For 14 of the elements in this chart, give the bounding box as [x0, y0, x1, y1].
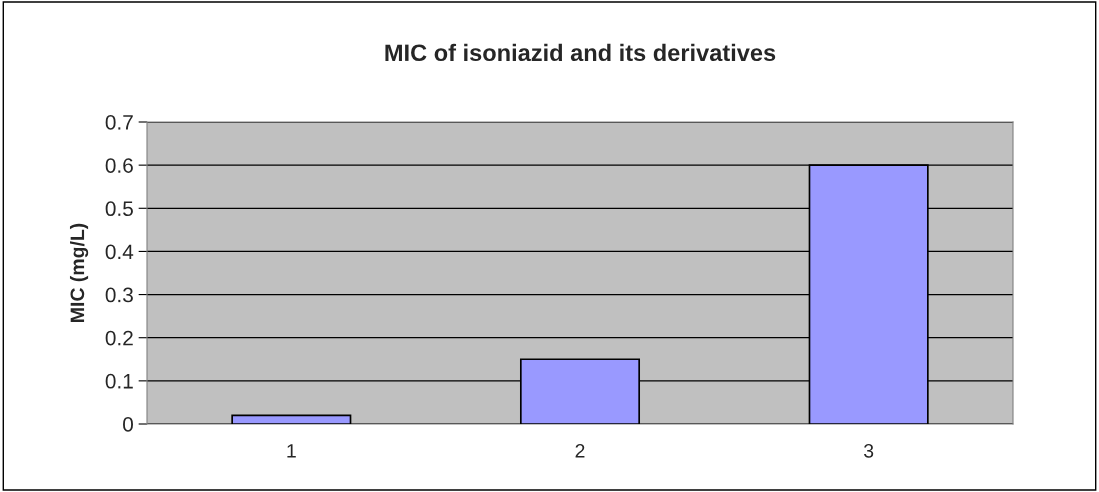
y-tick-label: 0.6 — [105, 158, 133, 173]
y-tick-label: 0.7 — [105, 115, 133, 130]
bar — [231, 414, 352, 424]
x-tick-label: 3 — [864, 443, 874, 458]
x-tick-label: 1 — [287, 444, 296, 458]
y-tick-label: 0.5 — [105, 201, 133, 217]
y-tick-label: 0 — [123, 417, 133, 432]
y-tick-label: 0.4 — [105, 244, 134, 260]
x-tick-label: 2 — [575, 443, 585, 458]
y-tick-label: 0.1 — [105, 373, 133, 389]
y-axis-title: MIC (mg/L) — [69, 223, 89, 322]
y-tick-label: 0.2 — [105, 330, 133, 346]
chart-title: MIC of isoniazid and its derivatives — [385, 43, 776, 62]
y-tick-label: 0.3 — [105, 287, 133, 303]
